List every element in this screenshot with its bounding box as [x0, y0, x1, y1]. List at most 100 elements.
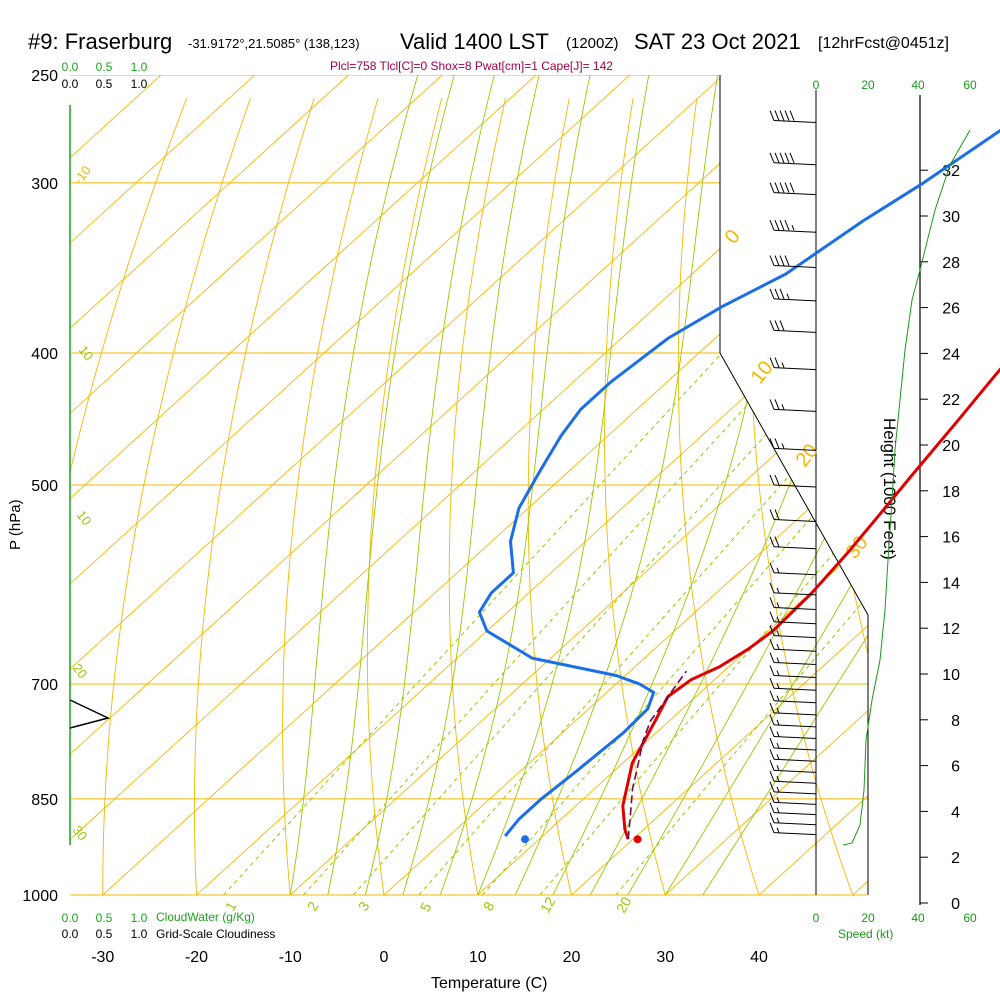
temperature-tick-label: 0: [380, 949, 389, 966]
wind-barb-staff: [774, 792, 816, 794]
speed-tick-label-bottom: 20: [861, 911, 875, 925]
wind-barb-staff: [774, 676, 816, 678]
wind-barb: [770, 358, 816, 370]
height-tick-label: 18: [942, 484, 960, 501]
wind-barb: [770, 749, 816, 761]
wind-barb-flag: [770, 399, 774, 409]
wind-barb-halfflag: [777, 568, 779, 573]
wind-barb-flag: [780, 153, 784, 163]
wind-barb-halfflag: [782, 404, 784, 409]
wind-barb-halfflag: [777, 765, 779, 770]
wind-barb-staff: [774, 409, 816, 411]
wind-barb: [770, 666, 816, 678]
moist-adiabat-label: 30: [70, 823, 91, 844]
wind-barb: [770, 653, 816, 665]
wind-barb-halfflag: [777, 828, 779, 833]
speed-tick-label-top: 0: [813, 78, 820, 92]
speed-tick-label-bottom: 0: [813, 911, 820, 925]
isotherm-label: 30: [842, 532, 873, 563]
cloudwater-tick-bottom: 0.0: [62, 911, 79, 925]
cloudwater-title: CloudWater (g/Kg): [156, 910, 255, 924]
dewpoint-trace: [479, 98, 1000, 836]
wind-barb-halfflag: [777, 658, 779, 663]
wind-barb-flag: [780, 320, 784, 330]
temperature-tick-label: -20: [185, 949, 208, 966]
wind-barb-flag: [770, 678, 774, 688]
wind-barb: [770, 639, 816, 651]
mixing-ratio-label: 5: [417, 900, 435, 915]
mixing-ratio-label: 8: [480, 899, 498, 914]
sounding-traces: [70, 98, 1000, 845]
speed-tick-label-bottom: 40: [911, 911, 925, 925]
cloudiness-tick-bottom: 0.5: [96, 927, 113, 941]
wind-barb-flag: [775, 183, 779, 193]
wind-barb-flag: [770, 537, 774, 547]
wind-barb-flag: [785, 220, 789, 230]
temperature-tick-label: 10: [469, 949, 487, 966]
wind-barb-flag: [775, 320, 779, 330]
moist-adiabat-label: 10: [76, 343, 97, 364]
speed-tick-label-top: 40: [911, 78, 925, 92]
dry-adiabat-line: [678, 98, 759, 895]
surface-dewpoint-point: [521, 835, 529, 843]
wind-barb: [770, 771, 816, 783]
cloudwater-tick-top: 0.0: [62, 60, 79, 74]
wind-barb-halfflag: [777, 808, 779, 813]
forecast-date: SAT 23 Oct 2021: [634, 29, 801, 54]
cloudiness-tick-bottom: 0.0: [62, 927, 79, 941]
mixing-ratio-line: [419, 353, 899, 895]
wind-barb-flag: [775, 256, 779, 266]
wind-barb-flag: [770, 183, 774, 193]
wind-barb-flag: [770, 666, 774, 676]
cloudiness-tick-top: 1.0: [131, 77, 148, 91]
wind-barb-flag: [775, 153, 779, 163]
wind-barb-flag: [770, 823, 774, 833]
wind-barb-staff: [774, 713, 816, 715]
wind-barb-flag: [785, 183, 789, 193]
wind-barb: [770, 703, 816, 715]
wind-barb-flag: [770, 813, 774, 823]
wind-barb-flag: [770, 563, 774, 573]
wind-barb-staff: [774, 770, 816, 772]
wind-barb-staff: [774, 688, 816, 690]
wind-barb-staff: [774, 663, 816, 665]
speed-axis-title: Speed (kt): [838, 927, 893, 941]
cloudwater-tick-bottom: 0.5: [96, 911, 113, 925]
wind-barb-flag: [770, 760, 774, 770]
wind-barb-flag: [770, 771, 774, 781]
wind-barb-flag: [790, 153, 794, 163]
temperature-tick-label: -10: [279, 949, 302, 966]
wind-barb-halfflag: [792, 225, 794, 230]
pressure-tick-label: 400: [31, 346, 58, 363]
pressure-tick-label: 250: [31, 68, 58, 85]
dry-adiabat-line: [449, 98, 505, 895]
isotherm-line: [759, 75, 1000, 895]
wind-barb-flag: [770, 509, 774, 519]
wind-barb-flag: [785, 256, 789, 266]
wind-barb-halfflag: [777, 588, 779, 593]
wind-barb: [770, 715, 816, 727]
wind-barb-halfflag: [782, 363, 784, 368]
wind-barb-halfflag: [777, 644, 779, 649]
valid-time: Valid 1400 LST: [400, 29, 549, 54]
wind-barb-staff: [774, 802, 816, 804]
wind-barb-flag: [775, 438, 779, 448]
wind-barb: [770, 782, 816, 794]
height-tick-label: 12: [942, 621, 960, 638]
temperature-tick-label: 40: [750, 949, 768, 966]
cloudiness-tick-bottom: 1.0: [131, 927, 148, 941]
pressure-tick-label: 300: [31, 176, 58, 193]
wind-barb-flag: [770, 111, 774, 121]
height-tick-label: 14: [942, 575, 960, 592]
wind-barb: [770, 289, 816, 301]
wind-barb-halfflag: [777, 743, 779, 748]
wind-barb-flag: [770, 289, 774, 299]
wind-barb-flag: [775, 111, 779, 121]
mixing-ratio-label: 3: [355, 899, 373, 914]
wind-barb-flag: [770, 320, 774, 330]
wind-barb-flag: [770, 691, 774, 701]
pressure-tick-label: 850: [31, 792, 58, 809]
wind-barb-halfflag: [777, 696, 779, 701]
